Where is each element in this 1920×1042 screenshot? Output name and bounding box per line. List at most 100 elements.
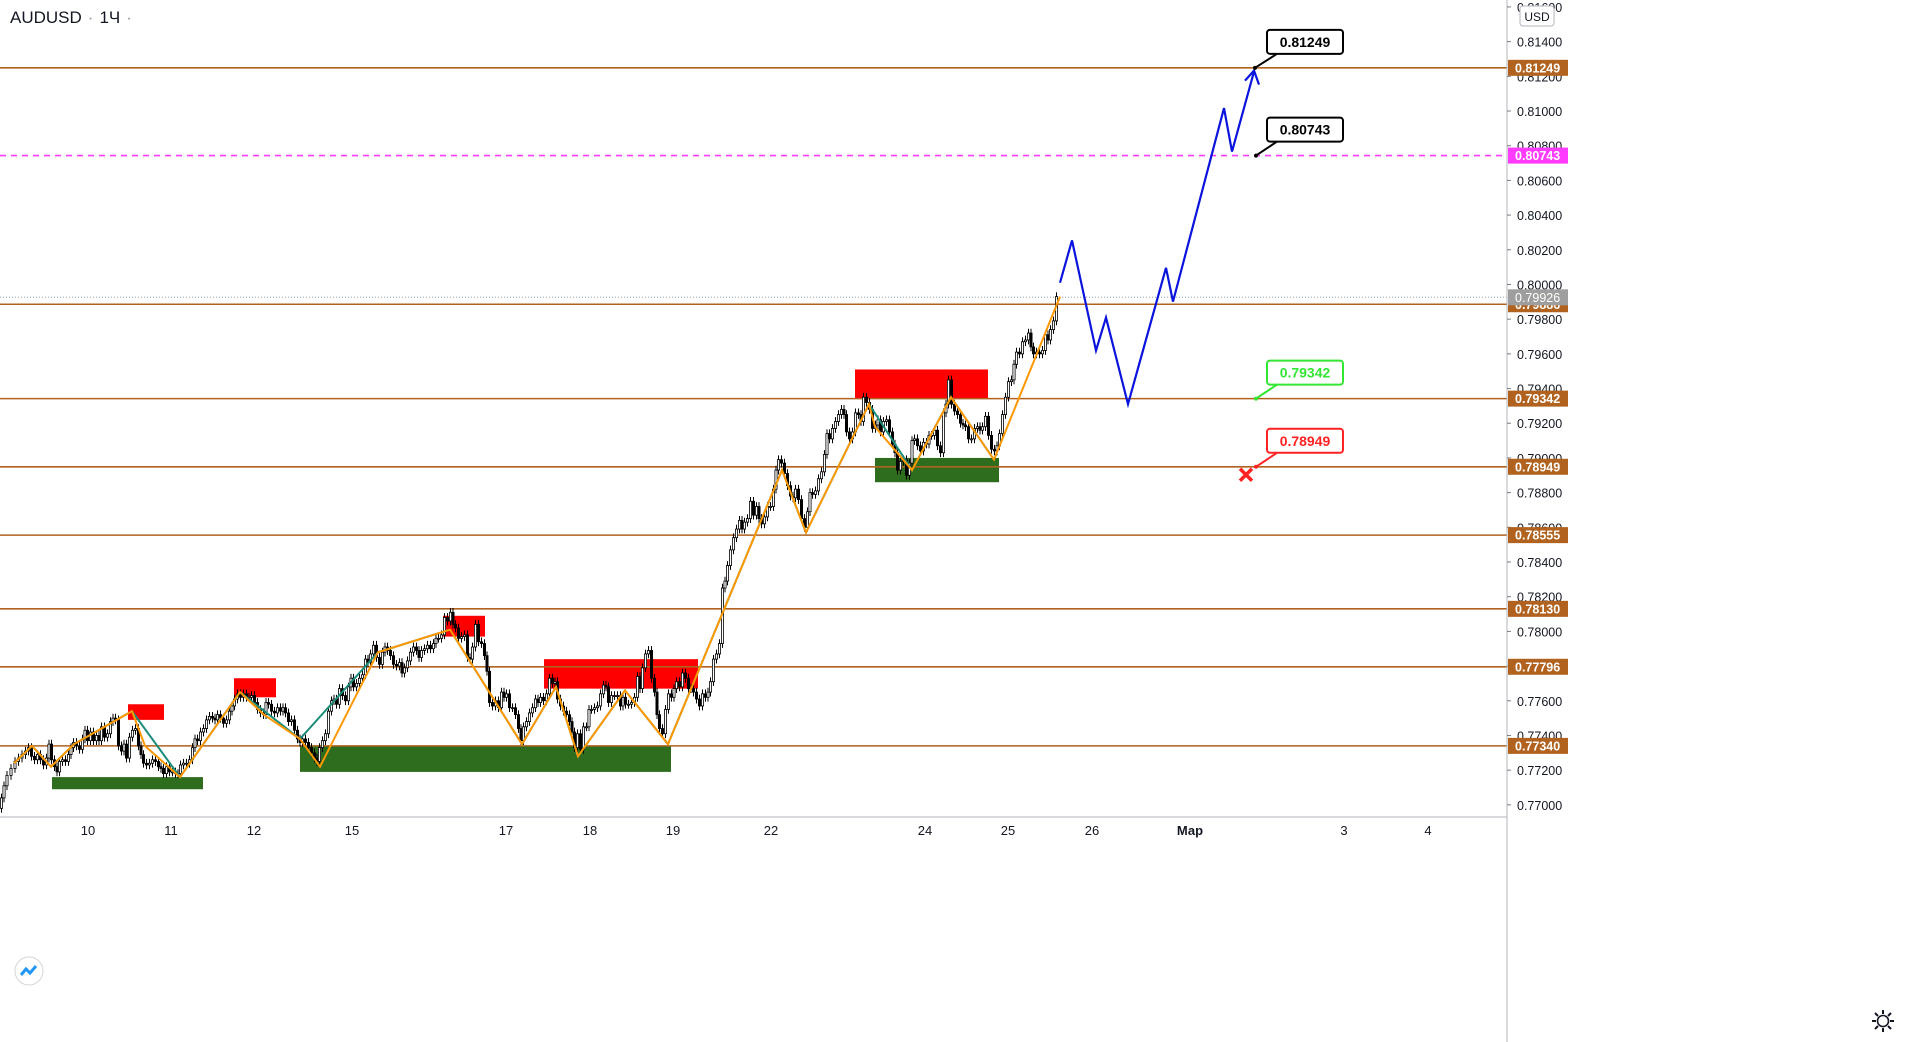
candle-body — [630, 702, 634, 705]
tradingview-logo-icon[interactable] — [14, 956, 44, 986]
candle-body — [470, 646, 474, 660]
candle-body — [644, 653, 648, 669]
candle-body — [678, 681, 682, 688]
candle-body — [1004, 396, 1008, 415]
level-price-label: 0.78949 — [1515, 460, 1560, 474]
candle-body — [462, 634, 466, 638]
chart-title[interactable]: AUDUSD · 1Ч · — [10, 8, 138, 28]
candle-body — [987, 415, 991, 436]
candle-body — [303, 738, 307, 743]
candle-body — [47, 743, 51, 759]
candle-body — [817, 478, 821, 492]
candle-body — [698, 698, 702, 707]
candle-body — [842, 408, 846, 415]
candle-body — [485, 655, 489, 672]
candle-body — [905, 459, 909, 476]
candle-body — [936, 429, 940, 447]
candle-body — [445, 617, 449, 622]
candle-body — [193, 738, 197, 749]
candle-body — [402, 667, 406, 674]
candle-body — [661, 728, 665, 735]
candle-body — [323, 733, 327, 742]
y-tick-label: 0.77600 — [1517, 695, 1562, 709]
candle-body — [749, 500, 753, 520]
candle-body — [357, 677, 361, 684]
candle-body — [837, 414, 841, 422]
candle-body — [360, 674, 364, 679]
candle-body — [306, 742, 310, 749]
candle-body — [539, 696, 543, 703]
candle-body — [156, 761, 160, 768]
candle-body — [210, 715, 214, 719]
candle-body — [950, 379, 954, 405]
candle-body — [120, 745, 124, 752]
candle-body — [993, 448, 997, 452]
candle-body — [939, 445, 943, 454]
candle-body — [1029, 332, 1033, 348]
candle-body — [743, 521, 747, 530]
candle-body — [473, 624, 477, 648]
y-tick-label: 0.80000 — [1517, 278, 1562, 292]
x-tick-label: 12 — [247, 823, 261, 838]
level-price-tag — [1508, 390, 1568, 407]
resistance-zone — [544, 659, 698, 689]
candle-body — [723, 580, 727, 589]
y-tick-label: 0.80600 — [1517, 174, 1562, 188]
level-price-label: 0.78555 — [1515, 529, 1560, 543]
plot-area — [0, 67, 1507, 813]
level-price-tag — [1508, 147, 1568, 164]
candle-body — [286, 712, 290, 722]
y-tick-label: 0.81000 — [1517, 105, 1562, 119]
x-tick-label: 19 — [666, 823, 680, 838]
candle-body — [769, 506, 773, 508]
candle-body — [161, 768, 165, 775]
candle-body — [587, 709, 591, 728]
candle-body — [150, 759, 154, 764]
candle-body — [1041, 349, 1045, 355]
candle-body — [593, 707, 597, 710]
candle-body — [436, 637, 440, 640]
candle-body — [453, 624, 457, 629]
callout-anchor-dot — [1253, 65, 1257, 70]
candle-body — [29, 747, 33, 757]
gear-icon[interactable] — [1870, 1008, 1896, 1034]
candle-body — [221, 717, 225, 724]
candle-body — [289, 719, 293, 722]
support-zone — [52, 777, 203, 790]
candle-body — [141, 754, 145, 764]
candle-body — [125, 743, 129, 759]
candle-body — [942, 412, 946, 454]
candle-body — [64, 759, 68, 762]
candle-body — [482, 643, 486, 657]
candle-body — [650, 650, 654, 679]
forecast-arrowhead — [1244, 68, 1261, 86]
currency-badge-label: USD — [1524, 10, 1550, 24]
candle-body — [391, 655, 395, 665]
candle-body — [834, 421, 838, 429]
candle-body — [9, 768, 13, 776]
x-tick-label: 11 — [164, 823, 178, 838]
candle-body — [613, 695, 617, 697]
level-price-label: 0.77340 — [1515, 739, 1560, 753]
candle-body — [1012, 363, 1016, 381]
candle-body — [1018, 351, 1022, 355]
candle-body — [281, 707, 285, 712]
candle-body — [814, 490, 818, 495]
x-tick-label: 24 — [918, 823, 932, 838]
candle-body — [504, 693, 508, 698]
candle-body — [448, 611, 452, 622]
candle-body — [198, 731, 202, 742]
candle-body — [264, 702, 268, 716]
candle-body — [417, 650, 421, 658]
candle-body — [763, 516, 767, 525]
candle-body — [627, 703, 631, 706]
candle-body — [122, 743, 126, 752]
candle-body — [740, 519, 744, 530]
support-zone — [300, 745, 671, 772]
candle-body — [701, 693, 705, 707]
candle-body — [320, 740, 324, 749]
candle-body — [653, 677, 657, 693]
candle-body — [419, 650, 423, 658]
candle-body — [913, 438, 917, 441]
